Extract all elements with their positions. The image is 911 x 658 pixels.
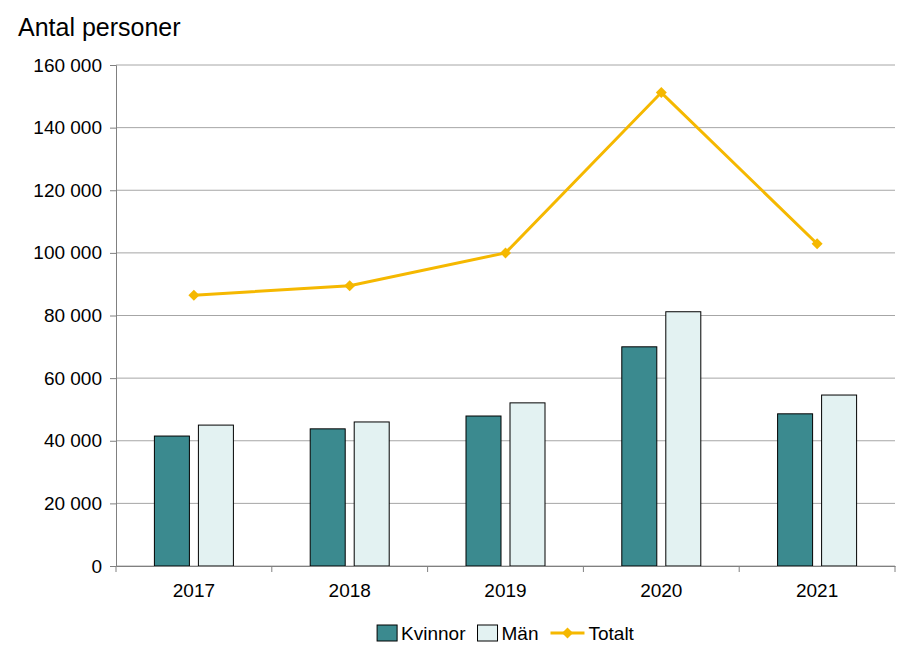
- bar: [354, 422, 389, 566]
- y-tick-mark: [110, 503, 116, 504]
- bar: [310, 429, 345, 566]
- bar: [666, 312, 701, 566]
- x-divider: [116, 566, 117, 572]
- x-dividers: [116, 566, 895, 572]
- y-tick-mark: [110, 378, 116, 379]
- legend-swatch: [478, 625, 498, 641]
- marker: [344, 280, 355, 291]
- x-axis: 2017 2018 2019 2020 2021: [116, 566, 896, 601]
- y-tick: 100 000: [33, 242, 116, 263]
- grid-line: [116, 378, 895, 379]
- grid: [116, 65, 895, 566]
- bar: [778, 414, 813, 566]
- x-axis-line: [117, 566, 896, 567]
- legend-swatch: [377, 625, 397, 641]
- y-tick-mark: [110, 566, 116, 567]
- y-tick-label: 120 000: [33, 180, 102, 201]
- bar-series: [154, 347, 812, 566]
- y-tick-mark: [110, 316, 116, 317]
- y-tick-mark: [110, 441, 116, 442]
- x-tick-label: 2019: [484, 580, 526, 601]
- marks: [154, 87, 856, 566]
- x-tick: 2019: [484, 566, 526, 601]
- y-tick: 80 000: [44, 305, 116, 326]
- x-tick: 2020: [640, 566, 682, 601]
- y-tick-label: 100 000: [33, 242, 102, 263]
- y-axis-title: Antal personer: [18, 13, 181, 41]
- legend-item: Män: [478, 623, 539, 644]
- bar: [198, 425, 233, 566]
- legend-label: Totalt: [588, 623, 634, 644]
- y-tick-label: 160 000: [33, 55, 102, 76]
- y-tick: 140 000: [33, 117, 116, 138]
- bar: [822, 395, 857, 566]
- y-tick-mark: [110, 128, 116, 129]
- y-tick-mark: [110, 253, 116, 254]
- x-tick-label: 2017: [173, 580, 215, 601]
- x-divider: [739, 566, 740, 572]
- marker: [656, 87, 667, 98]
- x-divider: [271, 566, 272, 572]
- grid-line: [116, 190, 895, 191]
- y-tick: 20 000: [44, 493, 116, 514]
- legend-item: Kvinnor: [377, 623, 466, 644]
- plot: 0 20 000 40 000 60 000 80 000 100 000 120 000 1…: [33, 55, 895, 602]
- bar: [154, 436, 189, 566]
- chart: 0 20 000 40 000 60 000 80 000 100 000 120 000 1…: [0, 0, 911, 658]
- y-tick: 60 000: [44, 368, 116, 389]
- legend-item: Totalt: [550, 623, 634, 644]
- y-tick-label: 140 000: [33, 117, 102, 138]
- x-tick: 2021: [796, 566, 838, 601]
- legend-label: Kvinnor: [401, 623, 466, 644]
- legend: Kvinnor Män Totalt: [377, 623, 635, 644]
- grid-line: [116, 127, 895, 128]
- x-divider: [583, 566, 584, 572]
- y-axis: 0 20 000 40 000 60 000 80 000 100 000 120 000 1…: [33, 55, 116, 577]
- y-tick-mark: [110, 65, 116, 66]
- bar: [510, 403, 545, 566]
- bar: [622, 347, 657, 566]
- x-tick: 2018: [329, 566, 371, 601]
- x-tick-label: 2018: [329, 580, 371, 601]
- marker: [812, 238, 823, 249]
- y-tick: 160 000: [33, 55, 116, 76]
- y-tick-mark: [110, 190, 116, 191]
- x-tick: 2017: [173, 566, 215, 601]
- y-tick-label: 60 000: [44, 368, 102, 389]
- x-tick-label: 2020: [640, 580, 682, 601]
- grid-line: [116, 315, 895, 316]
- y-tick-label: 40 000: [44, 430, 102, 451]
- y-tick: 40 000: [44, 430, 116, 451]
- y-tick-label: 80 000: [44, 305, 102, 326]
- x-tick-label: 2021: [796, 580, 838, 601]
- y-tick-label: 20 000: [44, 493, 102, 514]
- marker: [188, 290, 199, 301]
- y-tick-label: 0: [91, 556, 102, 577]
- y-tick: 0: [91, 556, 116, 577]
- bar: [466, 416, 501, 566]
- y-tick: 120 000: [33, 180, 116, 201]
- legend-label: Män: [502, 623, 539, 644]
- x-divider: [895, 566, 896, 572]
- marker: [500, 247, 511, 258]
- legend-marker: [562, 628, 573, 639]
- markers: [188, 87, 822, 301]
- bar-series: [198, 312, 856, 566]
- grid-line: [116, 65, 895, 66]
- x-divider: [427, 566, 428, 572]
- y-axis-line: [110, 66, 117, 567]
- line: [194, 93, 817, 296]
